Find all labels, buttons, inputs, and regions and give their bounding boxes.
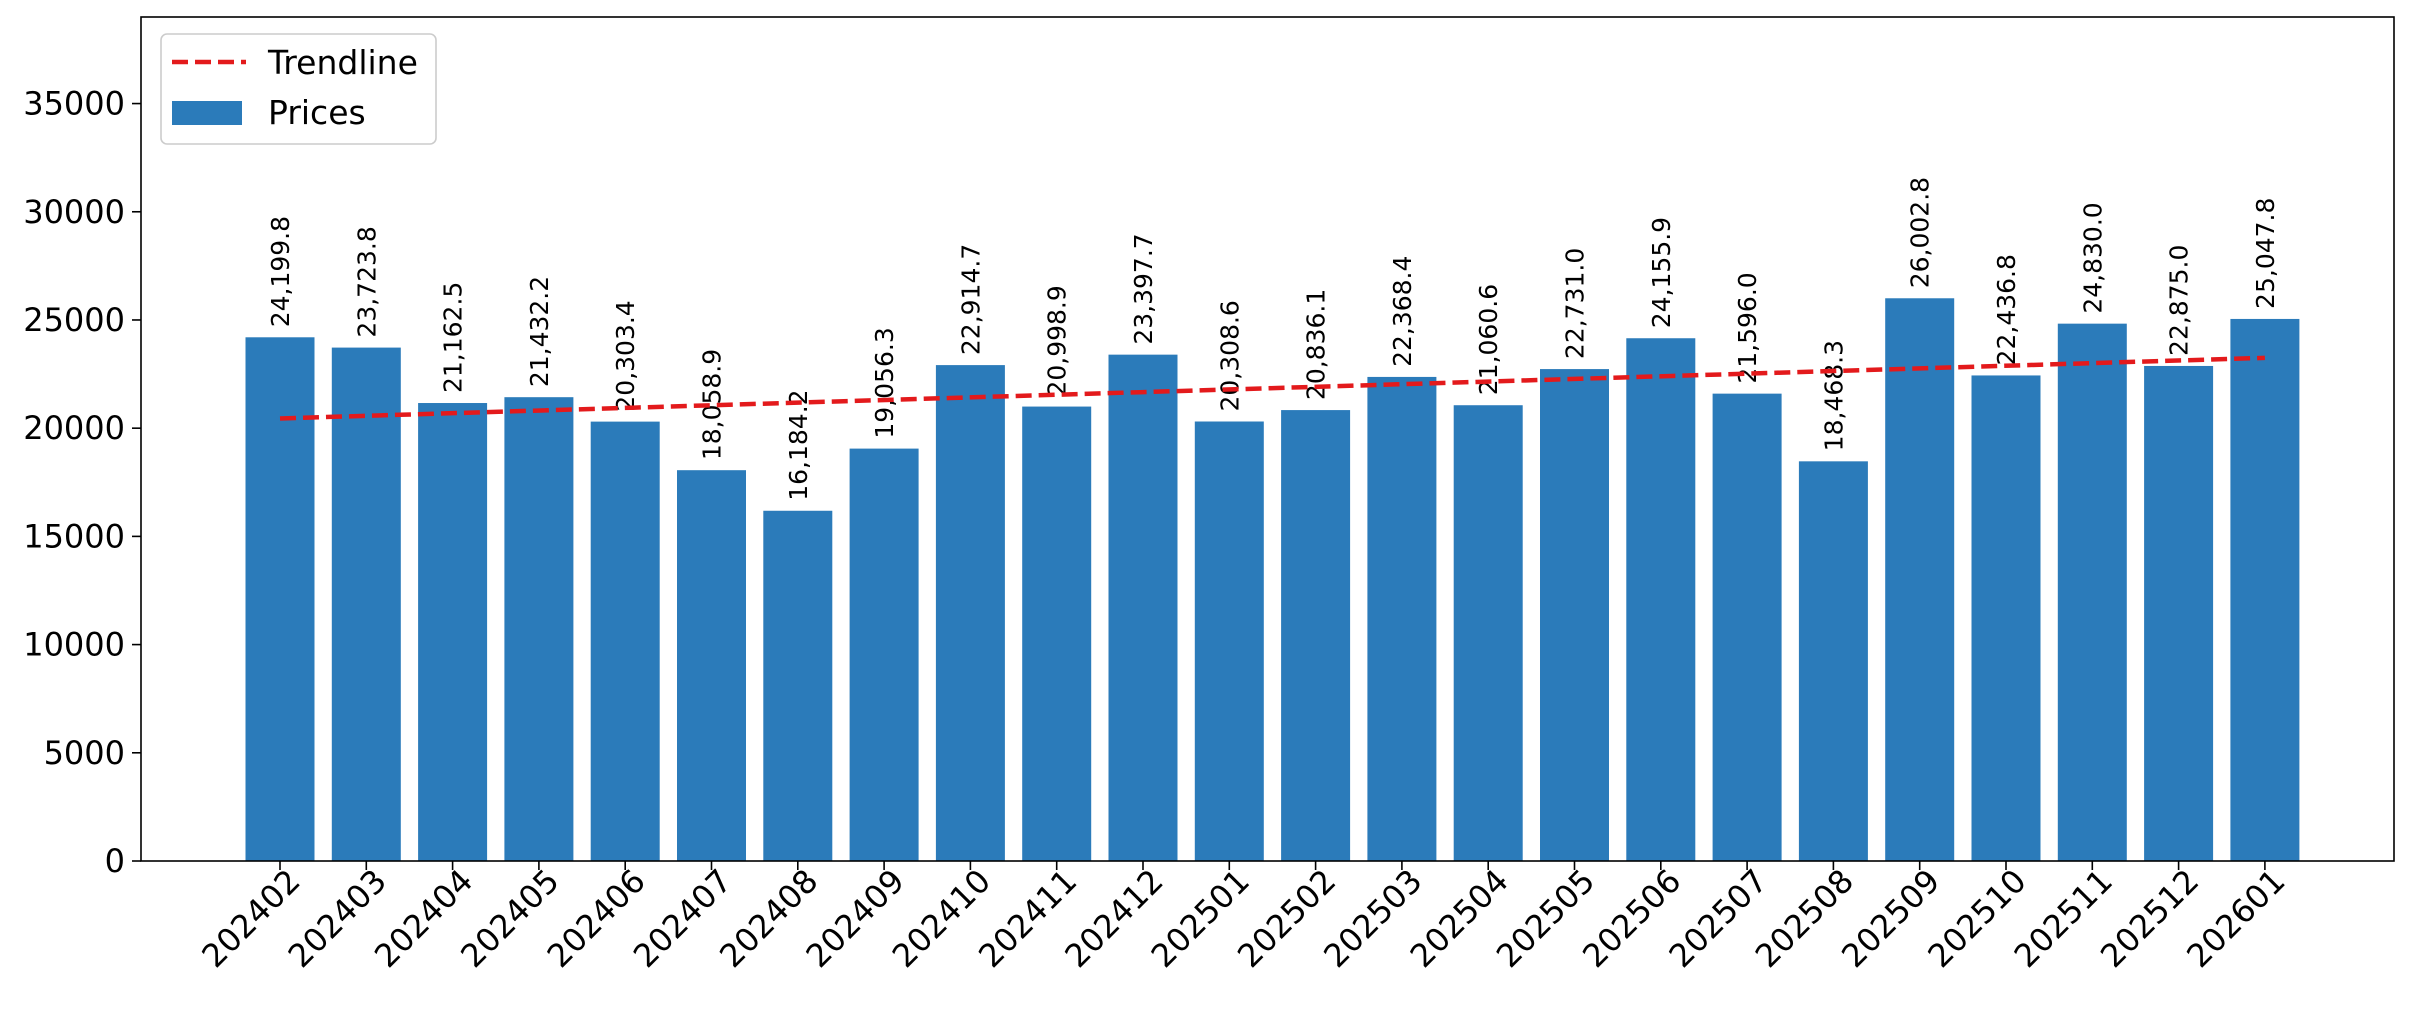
- data-label-202501: 20,308.6: [1215, 300, 1244, 411]
- bar-202405: [504, 397, 574, 861]
- legend-trendline-label: Trendline: [267, 43, 418, 82]
- legend: Trendline Prices: [160, 33, 437, 145]
- data-label-202402: 24,199.8: [266, 216, 295, 327]
- bar-202403: [331, 347, 401, 861]
- bar-202410: [935, 365, 1005, 861]
- data-label-202403: 23,723.8: [352, 226, 381, 337]
- y-tick-label: 25000: [23, 301, 125, 339]
- bar-202503: [1367, 376, 1437, 861]
- data-label-202512: 22,875.0: [2165, 245, 2194, 356]
- bar-202506: [1626, 338, 1696, 861]
- data-label-202504: 21,060.6: [1474, 284, 1503, 395]
- bar-202505: [1540, 369, 1609, 861]
- data-label-202408: 16,184.2: [784, 389, 813, 500]
- data-label-202404: 21,162.5: [439, 282, 468, 393]
- data-label-202510: 22,436.8: [1992, 254, 2021, 365]
- bar-202511: [2057, 323, 2127, 861]
- bar-202412: [1108, 354, 1178, 861]
- data-label-202502: 20,836.1: [1302, 289, 1331, 400]
- data-label-202507: 21,596.0: [1733, 272, 1762, 383]
- bar-202501: [1194, 421, 1264, 861]
- y-tick-label: 30000: [23, 193, 125, 231]
- bar-202509: [1885, 298, 1955, 862]
- data-label-202508: 18,468.3: [1819, 340, 1848, 451]
- y-tick-label: 5000: [44, 734, 125, 772]
- bar-202407: [677, 470, 746, 861]
- y-tick-label: 35000: [23, 85, 125, 123]
- bar-202502: [1281, 410, 1351, 861]
- y-axis: 0 5000 10000 15000 20000 25000 30000 35000: [23, 85, 141, 880]
- data-label-202506: 24,155.9: [1647, 217, 1676, 328]
- bar-202601: [2230, 318, 2300, 861]
- y-tick-label: 15000: [23, 517, 125, 555]
- plot-area-frame: [140, 16, 2395, 862]
- data-label-202505: 22,731.0: [1561, 248, 1590, 359]
- bar-202402: [245, 337, 315, 861]
- bar-202504: [1453, 405, 1523, 861]
- bar-202406: [590, 421, 660, 861]
- data-label-202503: 22,368.4: [1388, 256, 1417, 367]
- bar-202408: [763, 510, 833, 861]
- data-label-202410: 22,914.7: [956, 244, 985, 355]
- data-label-202511: 24,830.0: [2078, 202, 2107, 313]
- data-label-202509: 26,002.8: [1906, 177, 1935, 288]
- data-label-202411: 20,998.9: [1043, 285, 1072, 396]
- bar-202510: [1971, 375, 2041, 861]
- legend-prices-label: Prices: [268, 93, 366, 132]
- bar-202508: [1798, 461, 1868, 861]
- data-label-202601: 25,047.8: [2251, 198, 2280, 309]
- trendline: [279, 355, 2265, 421]
- x-axis: 2024022024032024042024052024062024072024…: [194, 861, 2293, 975]
- y-tick-label: 0: [105, 842, 125, 880]
- data-label-202409: 19,056.3: [870, 327, 899, 438]
- trendline-layer: [279, 355, 2265, 421]
- y-tick-label: 20000: [23, 409, 125, 447]
- bar-202512: [2144, 365, 2214, 861]
- bar-202507: [1712, 393, 1782, 861]
- data-label-202412: 23,397.7: [1129, 233, 1158, 344]
- y-tick-label: 10000: [23, 626, 125, 664]
- bars: [245, 298, 2300, 862]
- bar-202411: [1022, 406, 1092, 861]
- data-label-202406: 20,303.4: [611, 300, 640, 411]
- data-label-202405: 21,432.2: [525, 276, 554, 387]
- bar-202409: [849, 448, 919, 861]
- bar-202404: [418, 403, 488, 861]
- data-labels: 24,199.8 23,723.8 21,162.5 21,432.2 20,303.4…: [266, 177, 2280, 501]
- legend-prices-swatch: [172, 101, 242, 125]
